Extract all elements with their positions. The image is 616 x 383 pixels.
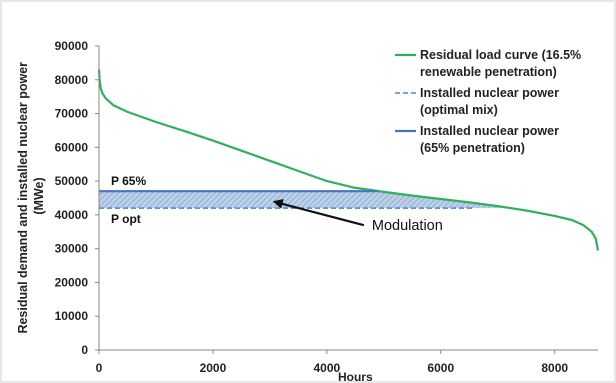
legend-optimal-line1: Installed nuclear power [420, 86, 559, 100]
legend: Residual load curve (16.5% renewable pen… [395, 48, 585, 155]
x-tick-label: 0 [96, 361, 103, 375]
series-line-0 [97, 69, 600, 251]
modulation-arrowhead [272, 199, 284, 209]
modulation-arrow [279, 202, 365, 227]
legend-65pct-line1: Installed nuclear power [420, 124, 559, 138]
x-tick-labels: 0 2000 4000 6000 8000 [96, 350, 568, 375]
y-tick-label: 40000 [55, 208, 89, 222]
y-tick-label: 60000 [55, 140, 89, 154]
y-tick-labels: 0 10000 20000 30000 40000 50000 60000 70000 8000… [55, 39, 99, 357]
x-tick-label: 4000 [314, 361, 341, 375]
legend-65pct-line2: (65% penetration) [420, 141, 525, 155]
modulation-label: Modulation [372, 218, 443, 234]
y-axis-label-line1: Residual demand and installed nuclear po… [16, 62, 30, 334]
legend-label-residual-load: Residual load curve (16.5% renewable pen… [420, 48, 585, 79]
y-tick-label: 50000 [55, 174, 89, 188]
y-axis-label-line2: (MWe) [32, 177, 46, 214]
popt-label: P opt [111, 212, 141, 226]
y-tick-label: 90000 [55, 39, 89, 53]
x-tick-label: 2000 [200, 361, 227, 375]
series-group [97, 69, 600, 251]
y-axis-label: Residual demand and installed nuclear po… [16, 58, 46, 333]
x-axis-label: Hours [338, 370, 373, 383]
y-tick-label: 70000 [55, 107, 89, 121]
y-tick-label: 0 [81, 343, 88, 357]
y-tick-label: 20000 [55, 275, 89, 289]
legend-residual-line1: Residual load curve (16.5% [420, 48, 581, 62]
legend-optimal-line2: (optimal mix) [420, 103, 498, 117]
p65-label: P 65% [111, 174, 146, 188]
y-tick-label: 80000 [55, 73, 89, 87]
legend-label-optimal-mix: Installed nuclear power (optimal mix) [420, 86, 562, 117]
y-tick-label: 10000 [55, 309, 89, 323]
legend-label-65pct: Installed nuclear power (65% penetration… [420, 124, 562, 155]
x-tick-label: 6000 [427, 361, 454, 375]
y-tick-label: 30000 [55, 242, 89, 256]
x-tick-label: 8000 [541, 361, 568, 375]
legend-residual-line2: renewable penetration) [420, 65, 557, 79]
